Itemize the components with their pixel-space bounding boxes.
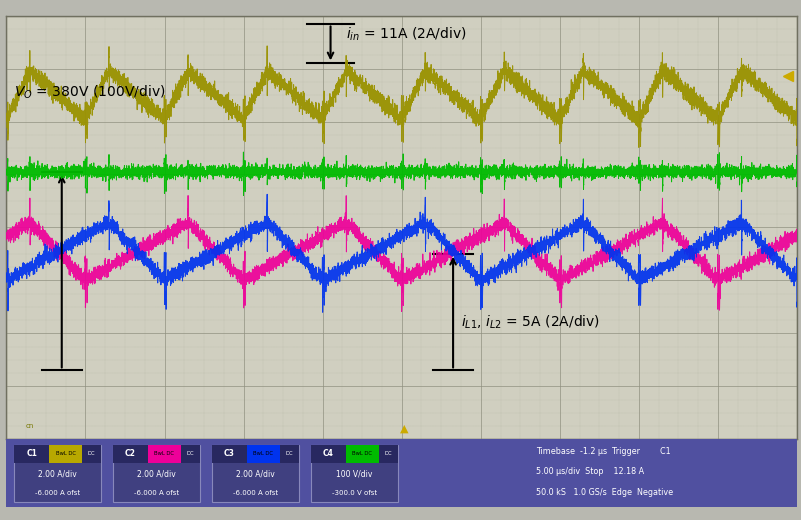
Bar [212,445,299,502]
Text: -6.000 A ofst: -6.000 A ofst [233,490,278,497]
Text: DC: DC [88,451,95,456]
Text: -300.0 V ofst: -300.0 V ofst [332,490,376,497]
Text: 2.00 A/div: 2.00 A/div [137,470,176,479]
Text: $i_{L1}$, $i_{L2}$ = 5A (2A/div): $i_{L1}$, $i_{L2}$ = 5A (2A/div) [461,314,600,331]
Bar [311,445,345,463]
Bar [247,445,280,463]
Text: C1: C1 [26,449,37,458]
Text: C4: C4 [323,449,333,458]
Text: 50.0 kS   1.0 GS/s  Edge  Negative: 50.0 kS 1.0 GS/s Edge Negative [536,488,673,497]
Text: C2: C2 [125,449,136,458]
Bar [212,445,247,463]
Text: 2.00 A/div: 2.00 A/div [236,470,275,479]
Text: 5.00 μs/div  Stop    12.18 A: 5.00 μs/div Stop 12.18 A [536,467,644,476]
Bar [83,445,101,463]
Text: ▲: ▲ [400,424,409,434]
Text: -6.000 A ofst: -6.000 A ofst [35,490,80,497]
Text: Timebase  -1.2 μs  Trigger        C1: Timebase -1.2 μs Trigger C1 [536,447,670,456]
Bar [181,445,200,463]
Bar [345,445,379,463]
Text: DC: DC [285,451,293,456]
Bar [379,445,398,463]
Text: DC: DC [384,451,392,456]
Text: BwL DC: BwL DC [155,451,175,456]
Text: -6.000 A ofst: -6.000 A ofst [134,490,179,497]
Text: 100 V/div: 100 V/div [336,470,372,479]
Bar [113,445,148,463]
Bar [49,445,83,463]
Text: BwL DC: BwL DC [253,451,273,456]
Text: C3: C3 [224,449,235,458]
Text: $V_O$ = 380V (100V/div): $V_O$ = 380V (100V/div) [14,84,166,101]
Bar [311,445,398,502]
Bar [280,445,299,463]
Bar [14,445,101,502]
Text: $i_{in}$ = 11A (2A/div): $i_{in}$ = 11A (2A/div) [346,25,467,43]
Text: 2.00 A/div: 2.00 A/div [38,470,77,479]
Text: cn: cn [26,423,34,428]
Bar [14,445,49,463]
Text: BwL DC: BwL DC [352,451,372,456]
Text: BwL DC: BwL DC [55,451,75,456]
Text: $t$ (5us/div): $t$ (5us/div) [362,459,441,477]
Text: DC: DC [187,451,195,456]
Bar [113,445,200,502]
Bar [148,445,181,463]
